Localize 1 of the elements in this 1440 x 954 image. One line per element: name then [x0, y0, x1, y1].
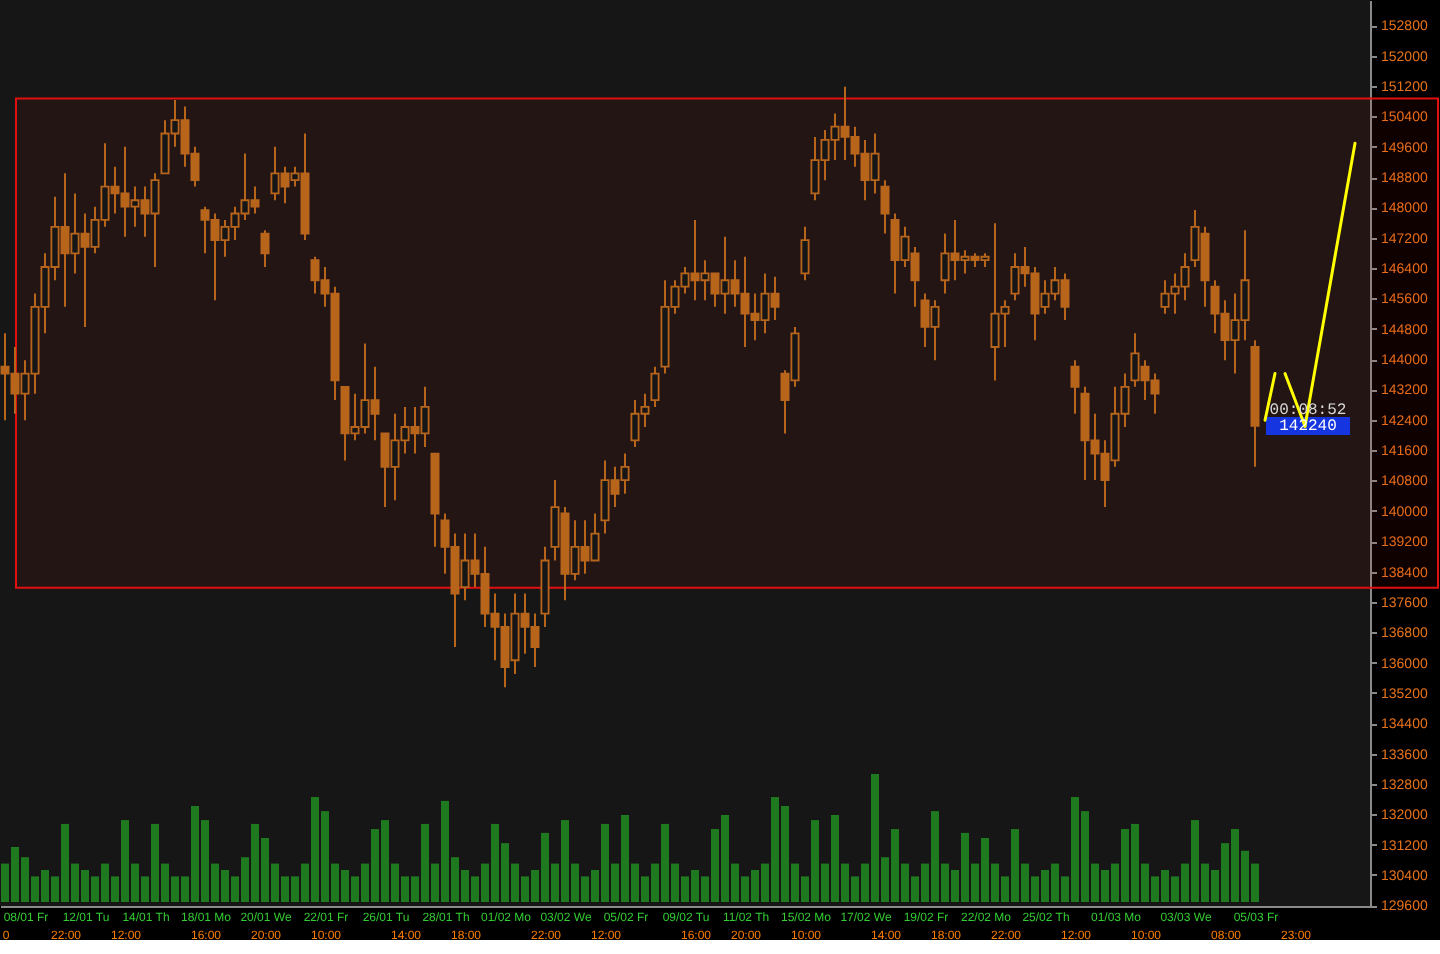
annotation: 142240 — [1279, 417, 1338, 436]
